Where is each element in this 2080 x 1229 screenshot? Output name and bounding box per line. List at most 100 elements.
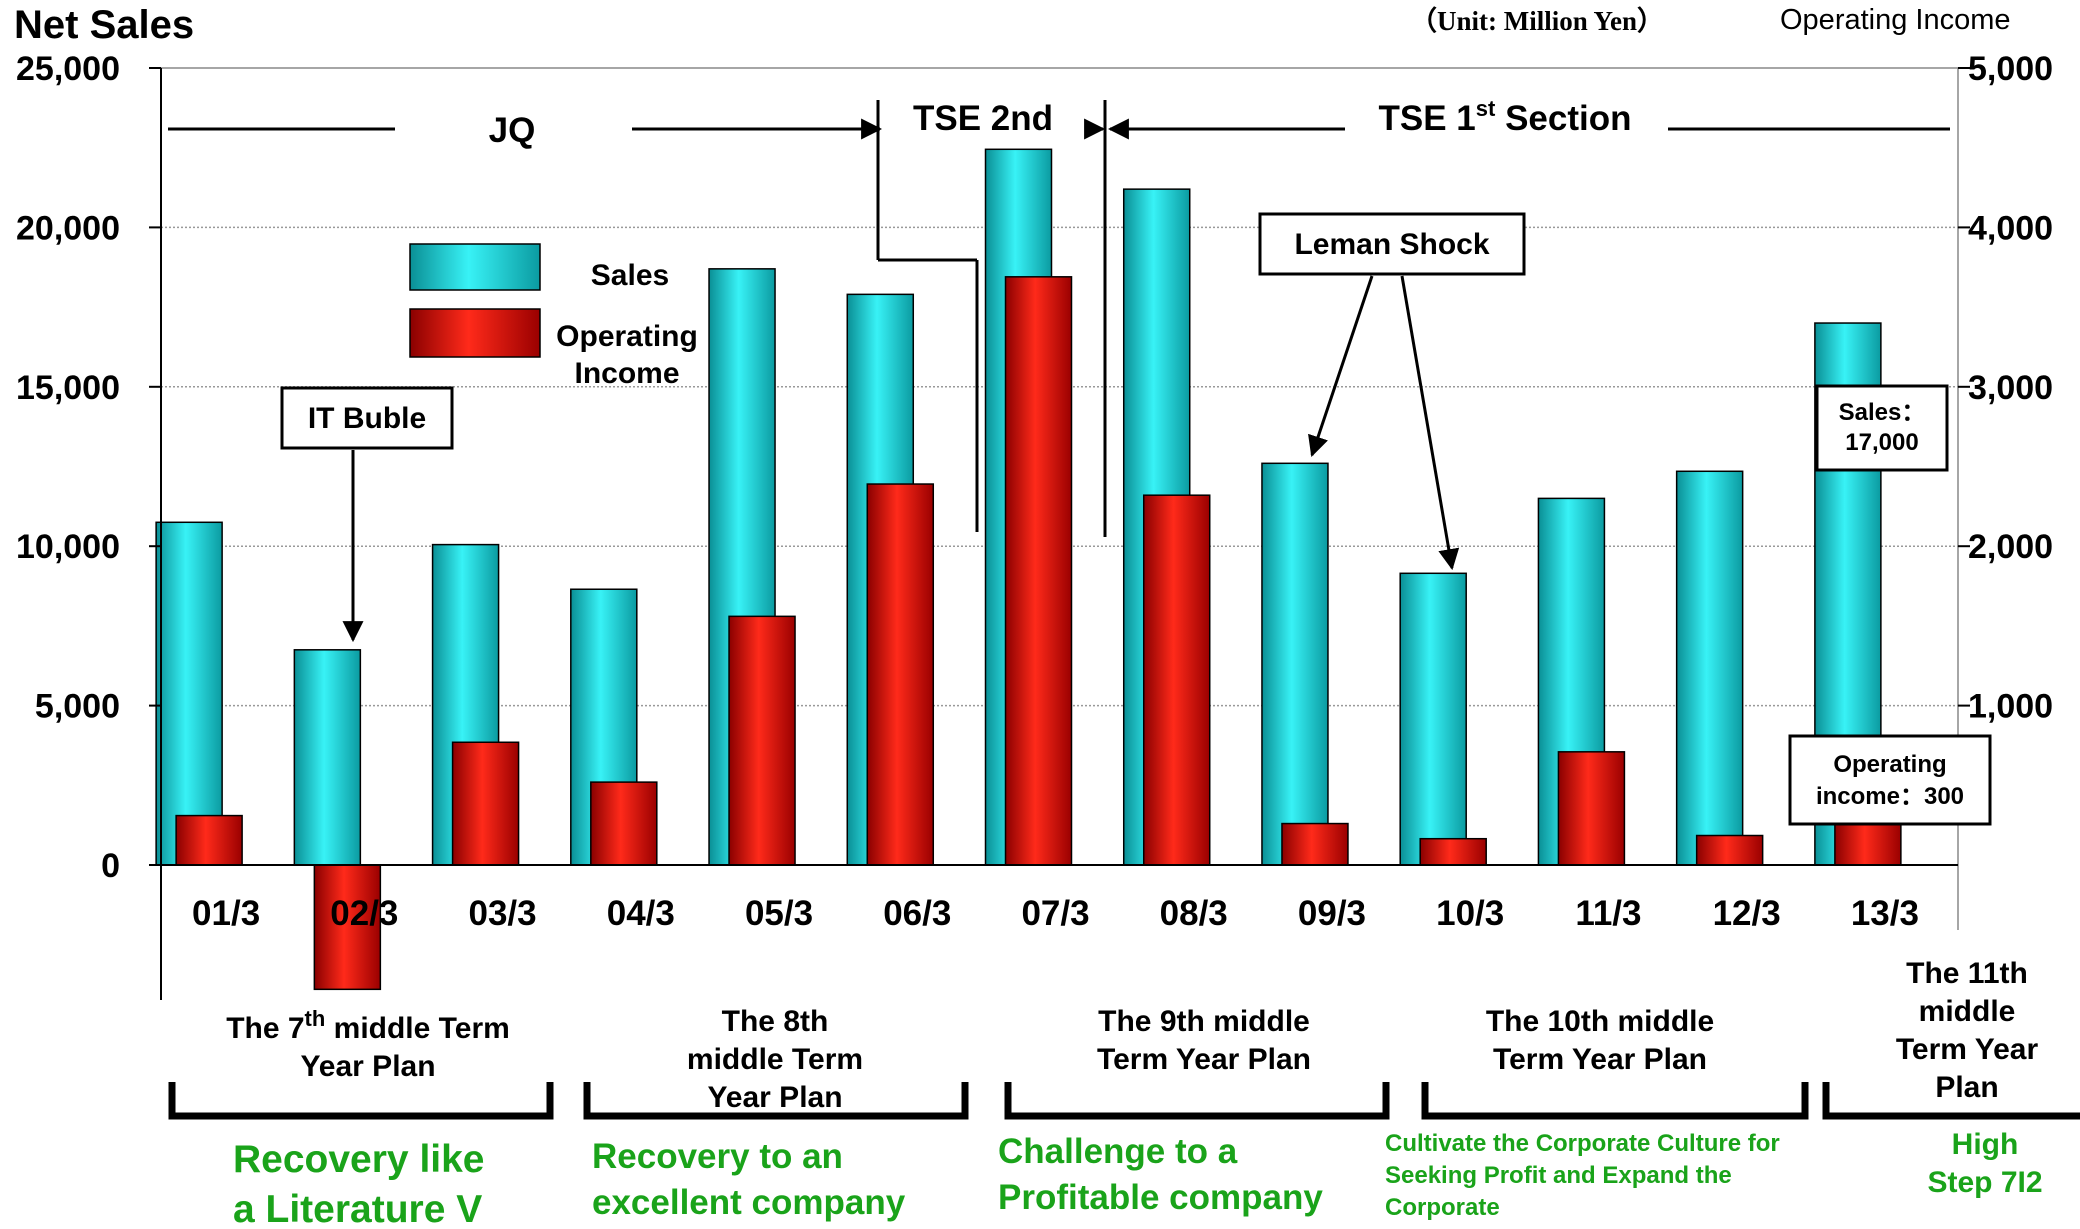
plan-goal-10: Cultivate the Corporate Culture for Seeki… bbox=[1385, 1130, 1780, 1221]
x-tick-label: 13/3 bbox=[1851, 894, 1919, 933]
it-bubble-box bbox=[280, 386, 454, 450]
plan-title-line: Plan bbox=[1935, 1071, 1998, 1104]
plan-goal-line: Challenge to a bbox=[998, 1132, 1238, 1171]
operating-income-bar-07/3 bbox=[1004, 276, 1073, 866]
sales-bar-10/3 bbox=[1399, 572, 1467, 866]
operating-income-bar-11/3 bbox=[1557, 751, 1626, 866]
market-label-part: TSE 1 bbox=[1379, 99, 1476, 138]
plan-goal-line: Step 7I2 bbox=[1927, 1166, 2042, 1199]
y2-tick-label: 5,000 bbox=[1968, 50, 2053, 88]
market-label-sup: st bbox=[1476, 96, 1496, 121]
operating-income-bar-05/3 bbox=[728, 615, 796, 866]
plan-goal-7: Recovery like a Literature V bbox=[233, 1138, 485, 1229]
x-tick-label: 03/3 bbox=[469, 894, 537, 933]
market-label-tse2: TSE 2nd bbox=[913, 99, 1053, 138]
annotations: JQ TSE 2nd TSE 1st Section IT Buble Leman Sh… bbox=[168, 96, 1992, 826]
x-tick-label: 09/3 bbox=[1298, 894, 1366, 933]
plan-title-line: Term Year Plan bbox=[1097, 1043, 1311, 1076]
plan-title-line: The 7th middle Term bbox=[226, 1006, 510, 1045]
x-tick-label: 10/3 bbox=[1436, 894, 1504, 933]
plan-title-part: The 7 bbox=[226, 1012, 304, 1045]
leman-shock-arrow-2009 bbox=[1308, 275, 1374, 457]
operating-income-bar-01/3 bbox=[175, 814, 243, 866]
plan-title-sup: th bbox=[305, 1006, 326, 1031]
sales-value-label: Sales： 17,000 bbox=[1839, 399, 1926, 456]
plan-bracket-7 bbox=[168, 1082, 554, 1120]
sales-value-line: 17,000 bbox=[1845, 429, 1918, 456]
plan-title-line: Year Plan bbox=[300, 1050, 435, 1083]
x-tick-label: 04/3 bbox=[607, 894, 675, 933]
x-tick-label: 02/3 bbox=[330, 894, 398, 933]
chart-text: Net Sales （Unit: Million Yen） Operating In… bbox=[14, 3, 2053, 933]
legend-swatch-operating-income bbox=[409, 308, 541, 358]
y-tick-label: 25,000 bbox=[16, 50, 120, 88]
operating-income-value-line: income：300 bbox=[1816, 783, 1964, 810]
x-tick-label: 05/3 bbox=[745, 894, 813, 933]
operating-income-bar-08/3 bbox=[1142, 494, 1211, 866]
plan-goal-line: Profitable company bbox=[998, 1178, 1323, 1217]
market-label-part: Section bbox=[1495, 99, 1631, 138]
sales-bar-02/3 bbox=[293, 649, 362, 866]
plan-title-line: middle bbox=[1919, 995, 2016, 1028]
plan-title-9: The 9th middle Term Year Plan bbox=[1097, 1005, 1311, 1076]
plan-goal-11: High Step 7I2 bbox=[1927, 1128, 2042, 1199]
plan-title-line: The 8th bbox=[722, 1005, 829, 1038]
plan-title-line: The 9th middle bbox=[1098, 1005, 1310, 1038]
operating-income-bar-06/3 bbox=[866, 483, 935, 866]
plan-goal-line: Corporate bbox=[1385, 1194, 1500, 1221]
plans: The 7th middle Term Year Plan Recovery lik… bbox=[168, 957, 2080, 1229]
plan-title-10: The 10th middle Term Year Plan bbox=[1486, 1005, 1714, 1076]
sales-bar-01/3 bbox=[155, 521, 223, 866]
y-tick-label: 5,000 bbox=[35, 688, 120, 726]
leman-shock-label: Leman Shock bbox=[1294, 228, 1489, 261]
plan-goal-9: Challenge to a Profitable company bbox=[998, 1132, 1323, 1217]
operating-income-bar-04/3 bbox=[590, 781, 658, 866]
unit-label: （Unit: Million Yen） bbox=[1410, 6, 1664, 36]
leman-shock-box bbox=[1258, 212, 1526, 276]
sales-bar-09/3 bbox=[1261, 462, 1329, 866]
plan-title-8: The 8th middle Term Year Plan bbox=[687, 1005, 863, 1114]
operating-income-bar-12/3 bbox=[1695, 834, 1764, 866]
y2-tick-label: 3,000 bbox=[1968, 369, 2053, 407]
legend-label-operating-income: Operating Income bbox=[556, 320, 698, 390]
plan-title-11: The 11th middle Term Year Plan bbox=[1896, 957, 2039, 1104]
market-label-tse1: TSE 1st Section bbox=[1379, 96, 1632, 138]
y-tick-label: 15,000 bbox=[16, 369, 120, 407]
operating-income-bar-09/3 bbox=[1281, 822, 1349, 866]
y2-axis-title: Operating Income bbox=[1780, 4, 2011, 36]
y2-tick-label: 2,000 bbox=[1968, 528, 2053, 566]
plan-title-line: middle Term bbox=[687, 1043, 863, 1076]
plan-goal-line: Recovery like bbox=[233, 1138, 485, 1181]
x-tick-label: 08/3 bbox=[1160, 894, 1228, 933]
plan-goal-8: Recovery to an excellent company bbox=[592, 1137, 906, 1222]
plan-title-7: The 7th middle Term Year Plan bbox=[226, 1006, 510, 1083]
plan-title-part: middle Term bbox=[325, 1012, 509, 1045]
plan-goal-line: excellent company bbox=[592, 1183, 906, 1222]
operating-income-value-line: Operating bbox=[1833, 751, 1946, 778]
y-axis-title: Net Sales bbox=[14, 3, 194, 47]
x-tick-label: 01/3 bbox=[192, 894, 260, 933]
market-label-jq: JQ bbox=[489, 111, 536, 150]
plan-bracket-11 bbox=[1822, 1082, 2080, 1120]
operating-income-bar-03/3 bbox=[451, 741, 520, 866]
plan-bracket-9 bbox=[1004, 1082, 1390, 1120]
sales-value-line: Sales： bbox=[1839, 399, 1926, 426]
plan-title-line: Year Plan bbox=[707, 1081, 842, 1114]
bars bbox=[155, 148, 1902, 991]
it-bubble-label: IT Buble bbox=[308, 402, 426, 435]
x-tick-label: 07/3 bbox=[1021, 894, 1089, 933]
sales-value-box bbox=[1815, 384, 1949, 472]
plan-goal-line: High bbox=[1952, 1128, 2019, 1161]
operating-income-bar-10/3 bbox=[1419, 837, 1487, 866]
y2-tick-label: 1,000 bbox=[1968, 688, 2053, 726]
legend-swatch-sales bbox=[409, 243, 541, 291]
operating-income-bar-02/3 bbox=[313, 864, 382, 991]
plan-goal-line: Cultivate the Corporate Culture for bbox=[1385, 1130, 1780, 1157]
legend-label-sales: Sales bbox=[591, 259, 669, 292]
plan-title-line: Term Year bbox=[1896, 1033, 2039, 1066]
plan-bracket-10 bbox=[1421, 1082, 1809, 1120]
legend-line: Income bbox=[574, 357, 679, 390]
plan-goal-line: a Literature V bbox=[233, 1188, 482, 1229]
plan-title-line: The 11th bbox=[1906, 957, 2028, 990]
